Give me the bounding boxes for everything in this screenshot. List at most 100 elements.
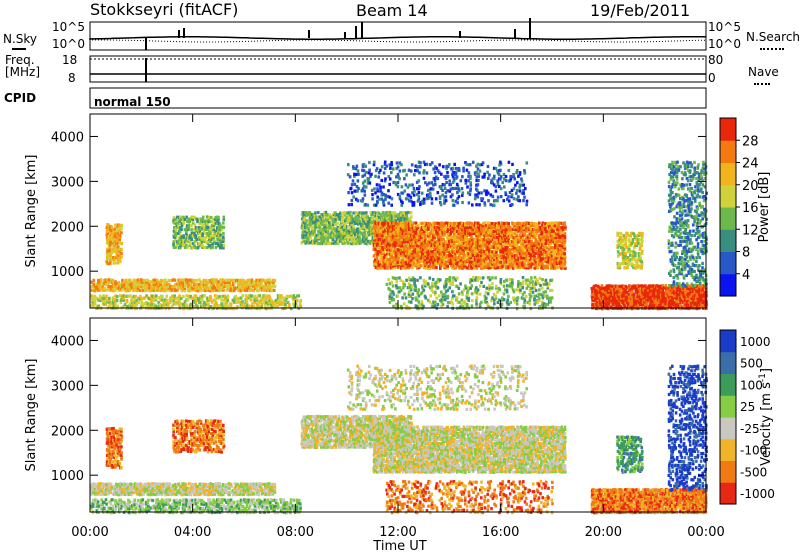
data-cell — [356, 231, 360, 235]
data-cell — [104, 278, 108, 282]
data-cell — [226, 298, 230, 303]
data-cell — [483, 201, 486, 205]
data-cell — [329, 241, 333, 245]
data-cell — [439, 252, 443, 256]
data-cell — [183, 284, 187, 288]
data-cell — [92, 285, 95, 289]
data-cell — [216, 226, 219, 230]
data-cell — [125, 289, 129, 293]
data-cell — [143, 289, 147, 293]
data-cell — [340, 233, 344, 237]
data-cell — [120, 227, 123, 231]
data-cell — [272, 278, 275, 282]
data-cell — [212, 284, 216, 288]
data-cell — [135, 298, 139, 302]
data-cell — [211, 242, 215, 246]
data-cell — [398, 215, 402, 219]
data-cell — [433, 258, 437, 262]
data-cell — [499, 168, 502, 172]
data-cell — [242, 302, 246, 306]
data-cell — [434, 261, 437, 265]
data-cell — [467, 171, 471, 175]
data-cell — [438, 248, 442, 252]
data-cell — [186, 280, 190, 284]
data-cell — [96, 284, 100, 288]
station-title: Stokkseyri (fitACF) — [90, 0, 239, 19]
data-cell — [444, 199, 448, 203]
data-cell — [453, 244, 456, 248]
data-cell — [177, 242, 180, 246]
data-cell — [383, 233, 387, 237]
data-cell — [350, 203, 353, 207]
data-cell — [406, 262, 410, 266]
data-cell — [411, 237, 414, 241]
data-cell — [457, 167, 461, 171]
freq-units-label: [MHz] — [5, 65, 41, 79]
data-cell — [130, 298, 133, 302]
data-cell — [119, 300, 123, 304]
data-cell — [266, 286, 270, 291]
data-cell — [333, 227, 336, 231]
data-cell — [433, 233, 437, 238]
data-cell — [178, 218, 182, 222]
data-cell — [118, 241, 122, 245]
data-cell — [133, 282, 137, 286]
data-cell — [307, 241, 310, 245]
data-cell — [430, 236, 433, 240]
data-cell — [377, 266, 381, 270]
data-cell — [263, 303, 267, 307]
data-cell — [344, 227, 348, 231]
data-cell — [442, 165, 445, 169]
data-cell — [436, 221, 440, 225]
data-cell — [218, 230, 222, 234]
data-cell — [216, 221, 219, 226]
data-cell — [283, 300, 286, 304]
data-cell — [522, 221, 525, 225]
data-cell — [428, 245, 432, 249]
data-cell — [217, 224, 221, 228]
data-cell — [358, 227, 362, 231]
data-cell — [326, 219, 329, 223]
data-cell — [257, 278, 260, 282]
data-cell — [139, 278, 143, 282]
data-cell — [433, 246, 437, 250]
data-cell — [130, 284, 134, 288]
data-cell — [93, 294, 97, 299]
data-cell — [418, 238, 421, 242]
data-cell — [103, 286, 106, 290]
data-cell — [326, 239, 330, 243]
data-cell — [352, 242, 355, 246]
data-cell — [92, 282, 95, 286]
data-cell — [419, 256, 423, 260]
data-cell — [187, 227, 190, 232]
data-cell — [457, 195, 461, 199]
data-cell — [386, 242, 390, 246]
data-cell — [112, 280, 116, 284]
data-cell — [507, 195, 510, 199]
data-cell — [446, 229, 449, 233]
data-cell — [220, 278, 223, 282]
freq-ytick-bottom: 8 — [68, 71, 76, 85]
data-cell — [193, 296, 196, 300]
data-cell — [345, 235, 349, 239]
data-cell — [110, 278, 113, 282]
data-cell — [354, 215, 357, 219]
data-cell — [337, 215, 341, 219]
data-cell — [358, 221, 362, 225]
data-cell — [188, 239, 192, 243]
data-cell — [281, 307, 284, 311]
data-cell — [358, 235, 361, 239]
data-cell — [152, 302, 156, 306]
data-cell — [312, 241, 315, 246]
data-cell — [398, 248, 401, 252]
data-cell — [409, 195, 413, 199]
data-cell — [179, 215, 182, 219]
data-cell — [321, 231, 325, 236]
data-cell — [183, 302, 186, 306]
data-cell — [339, 237, 343, 242]
data-cell — [191, 245, 195, 250]
data-cell — [357, 241, 360, 245]
data-cell — [197, 297, 201, 301]
data-cell — [414, 232, 417, 236]
data-cell — [388, 230, 392, 234]
